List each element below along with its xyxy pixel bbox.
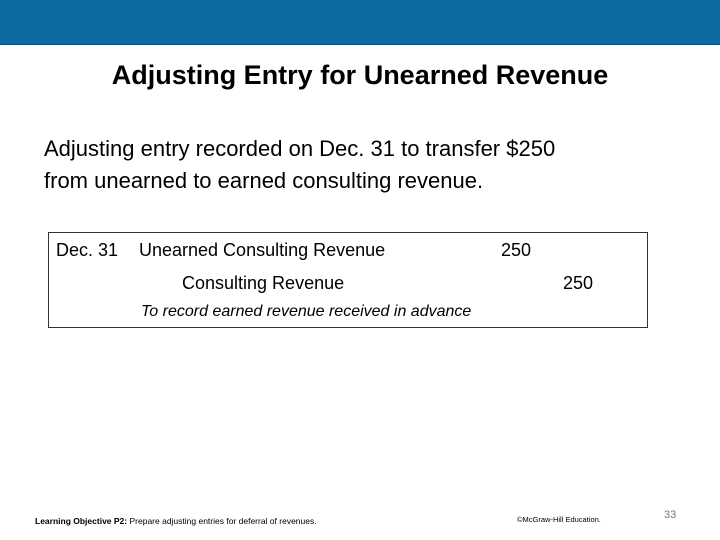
journal-memo: To record earned revenue received in adv… [141,303,472,320]
intro-line-2: from unearned to earned consulting reven… [44,168,484,193]
learning-objective: Learning Objective P2: Prepare adjusting… [35,516,317,526]
debit-account: Unearned Consulting Revenue [139,240,386,260]
learning-objective-label: Learning Objective P2: [35,516,128,526]
credit-account: Consulting Revenue [182,273,345,293]
learning-objective-text: Prepare adjusting entries for deferral o… [127,516,317,526]
debit-amount: 250 [501,240,532,260]
credit-amount: 250 [563,273,594,293]
journal-entry-box: Dec. 31 Unearned Consulting Revenue 250 … [48,232,648,328]
intro-text: Adjusting entry recorded on Dec. 31 to t… [44,133,684,197]
intro-line-1: Adjusting entry recorded on Dec. 31 to t… [44,136,556,161]
page-number: 33 [664,509,677,521]
header-bar [0,0,720,45]
journal-date: Dec. 31 [56,240,119,260]
copyright-notice: ©McGraw-Hill Education. [517,515,601,524]
slide-title: Adjusting Entry for Unearned Revenue [111,60,609,90]
